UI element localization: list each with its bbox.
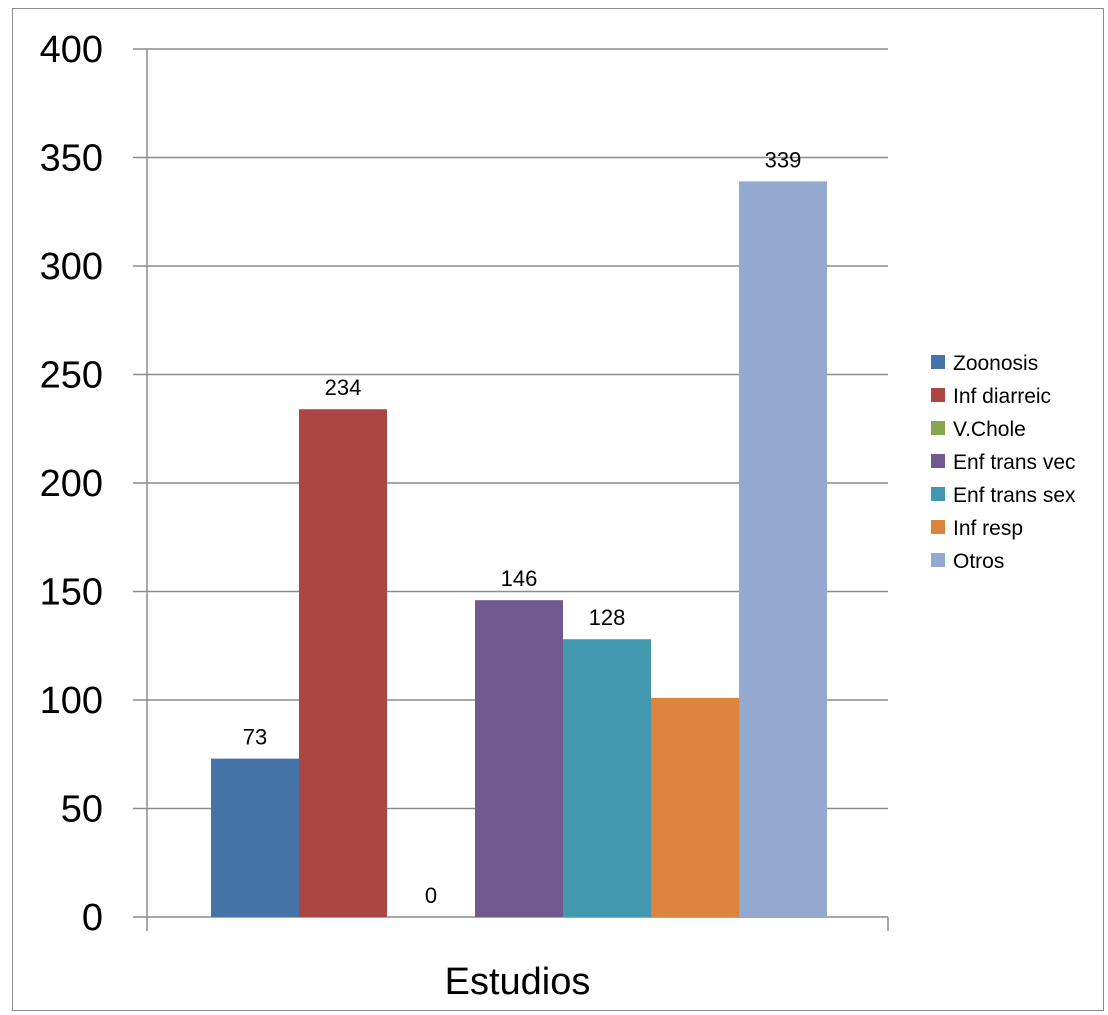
legend: Zoonosis Inf diarreic V.Chole Enf trans vec… [931, 352, 1076, 573]
legend-swatch [931, 520, 945, 534]
bar-otros [739, 181, 827, 917]
y-tick-label: 0 [82, 897, 103, 939]
legend-label: Otros [953, 550, 1004, 573]
y-tick-label: 150 [40, 572, 103, 614]
legend-swatch [931, 355, 945, 369]
data-label: 0 [425, 883, 437, 908]
axes: 0 50 100 150 200 250 300 350 400 Estudios [40, 29, 889, 1003]
y-tick-label: 350 [40, 138, 103, 180]
bar-inf-diarreic [299, 409, 387, 917]
y-tick-label: 250 [40, 355, 103, 397]
data-label: 73 [243, 725, 267, 750]
legend-label: Inf diarreic [953, 385, 1051, 408]
legend-label: V.Chole [953, 418, 1026, 441]
data-label: 234 [325, 375, 362, 400]
data-label: 146 [501, 566, 538, 591]
chart-frame: 0 50 100 150 200 250 300 350 400 Estudios 73 234 0 1… [12, 8, 1104, 1011]
bars [211, 181, 827, 917]
gridlines [133, 48, 888, 810]
legend-label: Enf trans sex [953, 484, 1076, 507]
bar-enf-trans-sex [563, 639, 651, 917]
legend-label: Zoonosis [953, 352, 1038, 375]
x-category-label: Estudios [445, 961, 591, 1003]
data-labels: 73 234 0 146 128 339 [243, 147, 802, 908]
data-label: 128 [589, 605, 626, 630]
legend-swatch [931, 388, 945, 402]
y-tick-label: 200 [40, 463, 103, 505]
legend-label: Enf trans vec [953, 451, 1076, 474]
y-tick-label: 300 [40, 246, 103, 288]
bar-zoonosis [211, 758, 299, 917]
legend-swatch [931, 454, 945, 468]
y-tick-label: 400 [40, 29, 103, 71]
y-tick-label: 50 [61, 789, 103, 831]
bar-enf-trans-vec [475, 600, 563, 917]
legend-swatch [931, 421, 945, 435]
bar-inf-resp [651, 697, 739, 917]
legend-swatch [931, 553, 945, 567]
legend-label: Inf resp [953, 517, 1023, 540]
bar-chart: 0 50 100 150 200 250 300 350 400 Estudios 73 234 0 1… [40, 29, 1076, 1003]
legend-swatch [931, 487, 945, 501]
y-tick-label: 100 [40, 680, 103, 722]
data-label: 339 [765, 147, 802, 172]
